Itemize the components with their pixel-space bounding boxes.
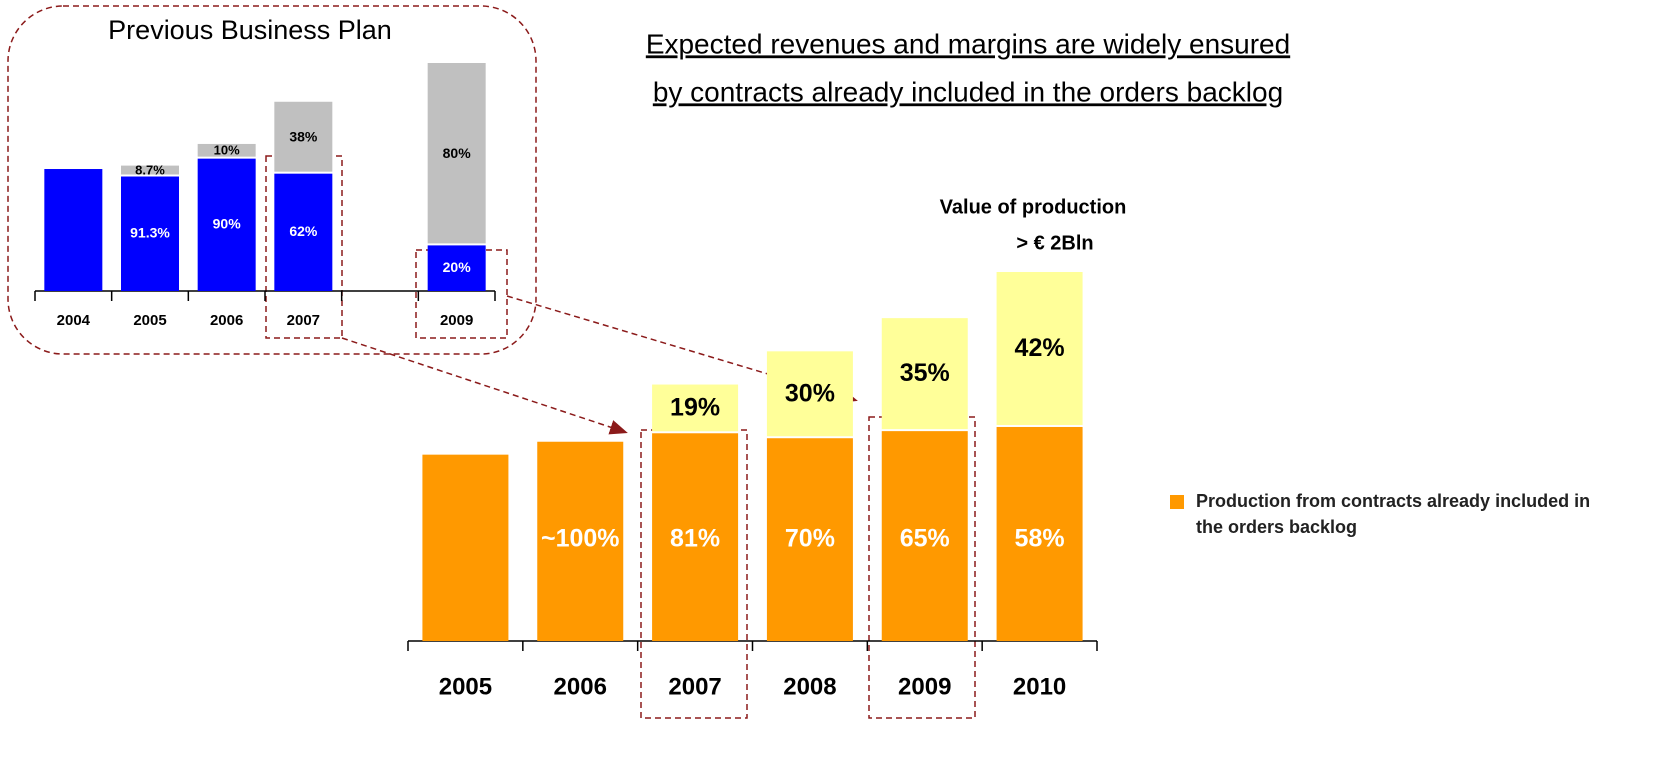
bar-segment [427,63,486,244]
bar-segment [422,454,509,641]
value-label: 62% [289,223,318,239]
x-tick-label: 2010 [1013,673,1066,700]
bar-segment [274,173,333,291]
inset-title: Previous Business Plan [108,15,392,45]
x-tick-label: 2006 [554,673,607,700]
value-label: 10% [214,143,240,158]
x-tick-label: 2006 [210,312,243,329]
bar-segment [766,438,853,641]
bar-segment [996,272,1083,425]
x-tick-label: 2007 [287,312,320,329]
bar-segment [197,158,256,291]
value-label: 19% [670,394,720,422]
bar-segment [274,101,333,172]
inset-frame [7,5,537,355]
annotation: Value of production [940,196,1127,218]
bar-segment [44,169,103,291]
annotation: > € 2Bln [1016,232,1093,254]
bar-segment [881,431,968,641]
arrow [341,337,628,435]
value-label: 35% [900,359,950,387]
x-tick-label: 2005 [133,312,166,329]
bar-segment [652,433,739,641]
x-tick-label: 2007 [668,673,721,700]
bar-segment [881,318,968,430]
bar-segment [121,176,179,291]
value-label: 70% [785,525,835,553]
value-label: 38% [289,128,318,144]
bar-segment [427,245,486,291]
value-label: 58% [1015,525,1065,553]
bar-segment [652,384,739,432]
bar-segment [121,165,179,175]
value-label: 8.7% [135,162,165,177]
x-tick-label: 2005 [439,673,492,700]
value-label: 81% [670,525,720,553]
value-label: 90% [213,216,242,232]
x-tick-label: 2009 [898,673,951,700]
value-label: 42% [1015,334,1065,362]
value-label: 65% [900,525,950,553]
value-label: 20% [443,259,472,275]
value-label: 30% [785,379,835,407]
bar-segment [766,351,853,437]
x-tick-label: 2008 [783,673,836,700]
bar-segment [537,441,624,641]
x-tick-label: 2004 [57,312,91,329]
main-title: by contracts already included in the ord… [653,76,1283,107]
bar-segment [197,143,256,157]
x-tick-label: 2009 [440,312,473,329]
main-title: Expected revenues and margins are widely… [646,28,1290,59]
value-label: 80% [443,145,472,161]
highlight-box [265,155,343,339]
value-label: ~100% [541,525,620,553]
bar-segment [996,426,1083,641]
legend-label: Production from contracts already includ… [1196,491,1591,537]
legend-swatch [1170,495,1184,509]
value-label: 91.3% [130,224,170,240]
